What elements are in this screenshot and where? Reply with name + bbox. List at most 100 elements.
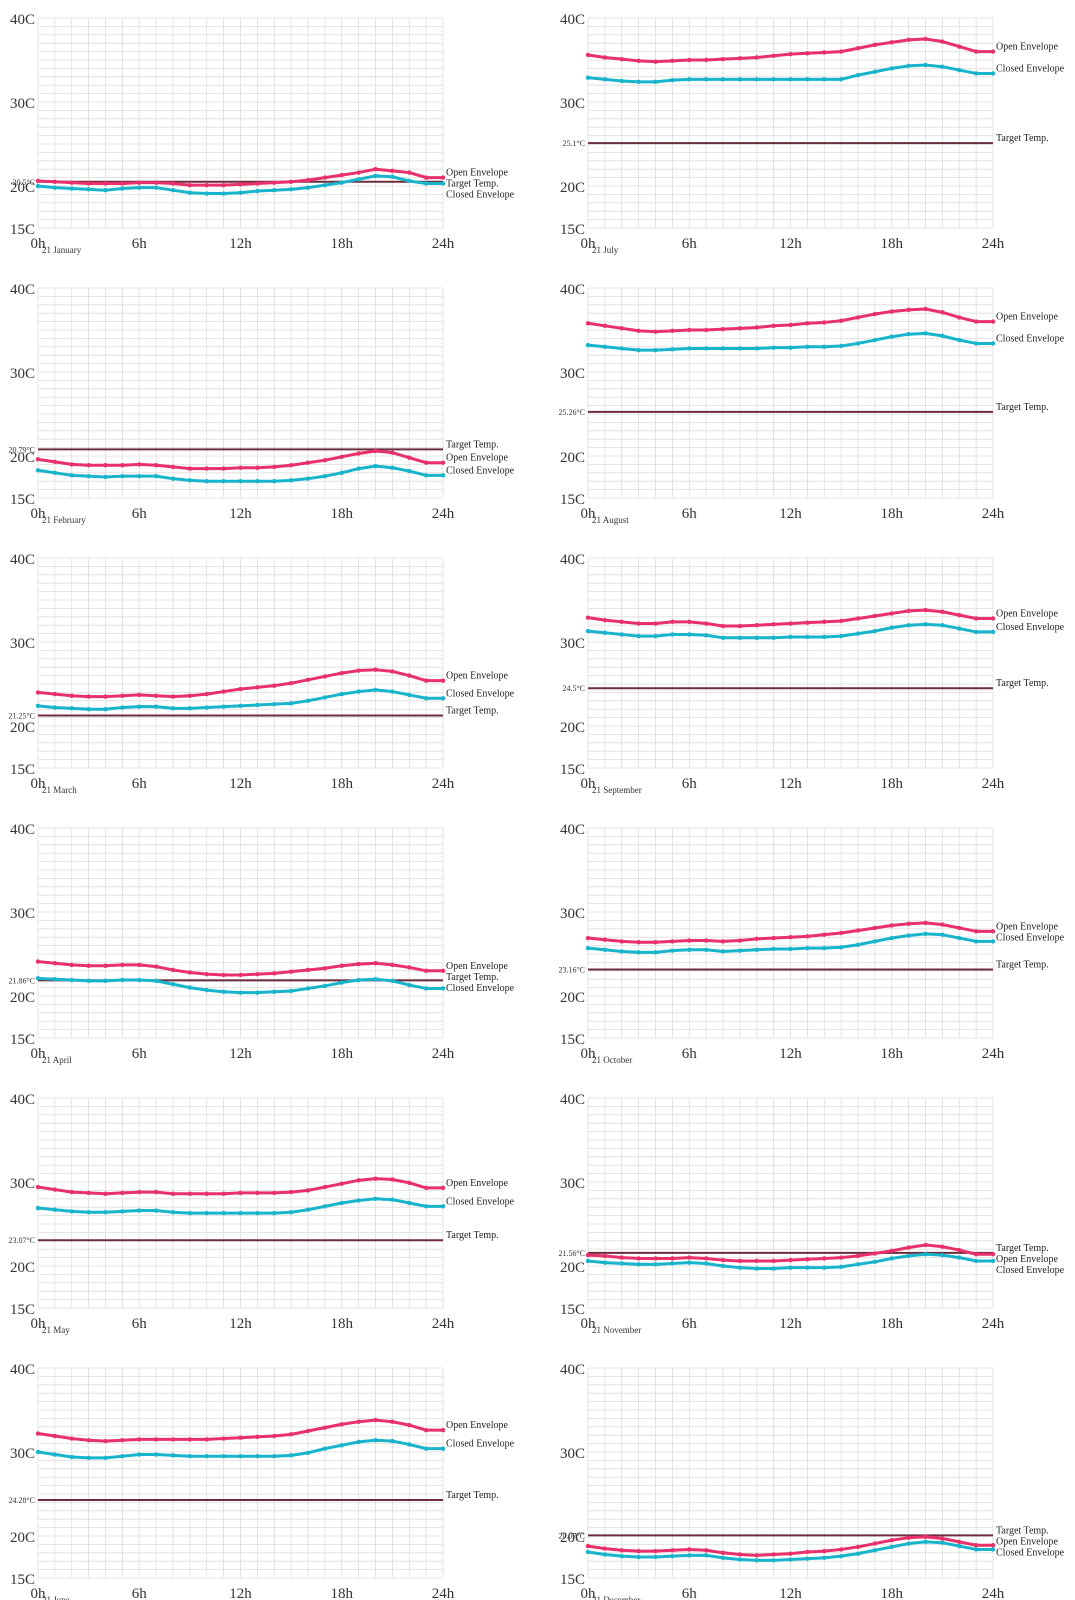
closed-envelope-point (737, 77, 743, 82)
open-envelope-point (86, 1438, 91, 1443)
target-value-label: 24.5°C (562, 684, 585, 693)
date-label: 21 February (42, 515, 86, 525)
closed-envelope-point (585, 1549, 591, 1555)
x-tick-label: 12h (779, 506, 802, 522)
open-envelope-point (103, 1438, 108, 1444)
x-tick-label: 0h (581, 506, 597, 522)
closed-envelope-point (703, 346, 709, 351)
closed-envelope-point (52, 705, 58, 710)
closed-envelope-point (703, 1553, 709, 1558)
closed-envelope-point (339, 1443, 344, 1448)
open-envelope-point (373, 448, 378, 454)
closed-envelope-point (373, 173, 378, 179)
closed-envelope-point (720, 949, 726, 954)
open-envelope-point (923, 607, 928, 613)
closed-envelope-point (272, 1454, 277, 1459)
target-temp-label: Target Temp. (446, 1230, 499, 1241)
chart-panel: 15C 20C 30C 40C 0h 6h 12h 18h 24h 21 March 21.25°C… (8, 552, 514, 795)
open-envelope-point (872, 925, 878, 931)
open-envelope-point (940, 310, 945, 315)
closed-envelope-point (390, 978, 395, 984)
open-envelope-point (720, 56, 726, 62)
open-envelope-point (788, 1551, 793, 1556)
y-tick-label: 20C (560, 1260, 585, 1276)
closed-envelope-point (805, 344, 810, 349)
x-tick-label: 12h (229, 1046, 252, 1062)
open-envelope-point (822, 320, 827, 325)
open-envelope-point (754, 936, 759, 942)
y-tick-label: 40C (560, 822, 585, 838)
closed-envelope-point (204, 1454, 209, 1459)
open-envelope-point (990, 1543, 996, 1548)
open-envelope-label: Open Envelope (446, 168, 508, 179)
open-envelope-point (754, 55, 759, 60)
y-tick-label: 20C (10, 1260, 35, 1276)
closed-envelope-point (889, 625, 894, 630)
open-envelope-point (288, 179, 294, 184)
chart-panel: 15C 20C 30C 40C 0h 6h 12h 18h 24h 21 September 24.… (560, 552, 1065, 795)
target-temp-label: Target Temp. (996, 1243, 1049, 1254)
open-envelope-label: Open Envelope (996, 312, 1058, 323)
open-envelope-point (187, 1191, 193, 1196)
target-value-label: 21.86°C (8, 976, 35, 985)
grid (587, 557, 994, 769)
closed-envelope-point (636, 633, 641, 639)
open-envelope-point (86, 694, 91, 699)
x-tick-label: 24h (432, 236, 455, 252)
open-envelope-point (687, 938, 692, 943)
open-envelope-point (990, 319, 996, 324)
closed-envelope-point (120, 1209, 125, 1214)
closed-envelope-point (305, 1450, 311, 1456)
x-tick-label: 18h (881, 506, 904, 522)
open-envelope-point (322, 458, 328, 463)
open-envelope-point (636, 328, 641, 334)
open-envelope-point (86, 963, 91, 968)
open-envelope-point (272, 683, 277, 688)
closed-envelope-point (69, 186, 74, 191)
open-envelope-point (805, 321, 810, 326)
open-envelope-point (187, 466, 193, 471)
closed-envelope-point (855, 341, 861, 346)
closed-envelope-point (973, 939, 979, 944)
open-envelope-point (187, 693, 193, 698)
closed-envelope-point (423, 1204, 429, 1209)
closed-envelope-point (585, 945, 591, 951)
y-tick-label: 40C (560, 1092, 585, 1108)
closed-envelope-point (221, 479, 226, 484)
closed-envelope-point (288, 988, 294, 994)
open-envelope-point (687, 1255, 692, 1260)
closed-envelope-point (619, 1261, 624, 1266)
closed-envelope-point (906, 332, 911, 337)
closed-envelope-point (670, 632, 675, 637)
open-envelope-point (585, 1252, 591, 1258)
closed-envelope-point (855, 72, 861, 78)
closed-envelope-point (872, 1548, 878, 1553)
closed-envelope-point (754, 1266, 759, 1271)
closed-envelope-point (720, 1555, 726, 1561)
open-envelope-point (822, 50, 827, 55)
closed-envelope-point (788, 946, 793, 952)
closed-envelope-point (906, 933, 911, 938)
open-envelope-point (703, 327, 709, 333)
date-label: 21 September (592, 785, 642, 795)
closed-envelope-point (703, 1261, 709, 1266)
closed-envelope-point (35, 1449, 41, 1455)
closed-envelope-point (170, 1210, 176, 1215)
closed-envelope-point (636, 79, 641, 85)
open-envelope-point (120, 181, 125, 186)
open-envelope-label: Open Envelope (996, 608, 1058, 619)
open-envelope-label: Open Envelope (996, 42, 1058, 53)
date-label: 21 March (42, 785, 77, 795)
open-envelope-point (973, 929, 979, 934)
closed-envelope-point (255, 702, 260, 708)
y-tick-label: 30C (560, 366, 585, 382)
target-value-label: 23.07°C (8, 1236, 35, 1245)
closed-envelope-point (153, 978, 159, 984)
closed-envelope-point (619, 78, 624, 84)
open-envelope-point (423, 968, 429, 973)
closed-envelope-point (805, 1556, 810, 1561)
date-label: 21 April (42, 1055, 72, 1065)
open-envelope-point (137, 692, 142, 698)
open-envelope-point (940, 922, 945, 927)
y-tick-label: 20C (10, 990, 35, 1006)
